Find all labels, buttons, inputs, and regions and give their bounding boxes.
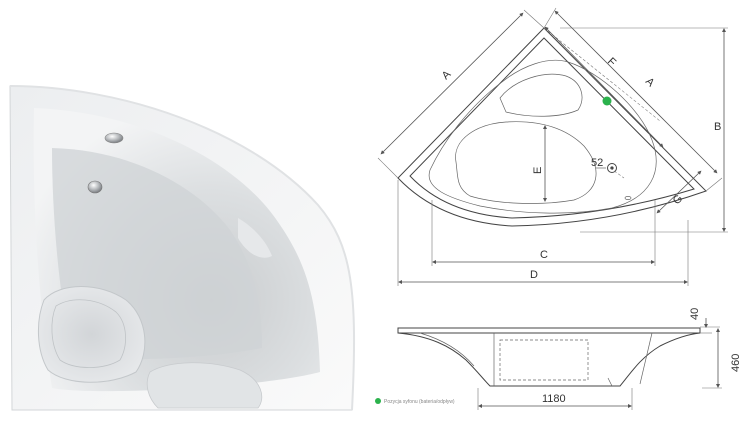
dim-label-a-left: A: [440, 68, 454, 82]
legend-text: Pozycja syfonu (bateria/odpływ): [384, 399, 455, 405]
legend-marker: [375, 398, 381, 404]
siphon-position-marker: [602, 96, 612, 106]
overflow-drain-icon: [104, 132, 124, 144]
bathtub-photo: [9, 85, 356, 411]
dim-label-f: F: [605, 56, 618, 69]
dim-label-c: C: [540, 249, 548, 261]
side-view-drawing: 40 460 1180 Pozycja syfonu (bateria/odpł…: [375, 308, 742, 410]
rim-height-label: 40: [689, 308, 701, 320]
top-view-drawing: A F A B E 52 G C D: [377, 7, 728, 286]
dim-label-e: E: [532, 167, 544, 174]
waste-drain-icon: [87, 180, 103, 194]
drain-diameter-label: 52: [591, 157, 603, 169]
dim-label-a-right: A: [643, 76, 657, 90]
base-length-label: 1180: [542, 393, 566, 405]
tub-height-label: 460: [730, 354, 742, 372]
dim-label-b: B: [714, 121, 721, 133]
dim-label-d: D: [530, 269, 538, 281]
